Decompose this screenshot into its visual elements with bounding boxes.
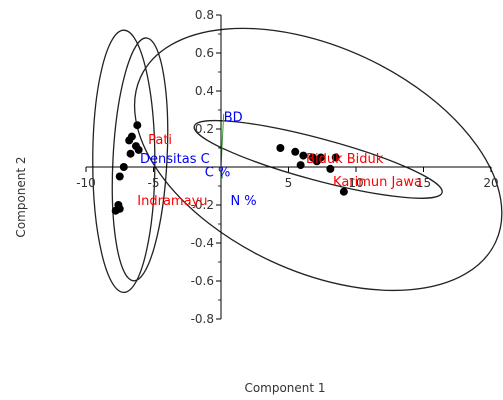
data-points: [111, 121, 348, 215]
y-tick-label: 0.4: [195, 84, 214, 98]
x-tick-label: -5: [148, 176, 160, 190]
point-label: Pati: [148, 133, 172, 148]
point-label: Densitas C: [140, 152, 210, 167]
axes: -10 -5 5 10 15 20 0.8 0.6 0.4 0.2 -0.2 -0.4 -0.6 -0.8: [76, 8, 498, 326]
y-axis-title: Component 2: [14, 156, 28, 238]
y-tick-label: -0.6: [191, 274, 214, 288]
data-point: [119, 163, 128, 171]
data-point: [276, 144, 285, 152]
data-point: [115, 172, 124, 181]
data-point: [296, 161, 305, 170]
x-axis-title: Component 1: [244, 381, 326, 395]
ellipse-1: [111, 37, 169, 282]
data-point: [299, 151, 308, 160]
data-point: [134, 145, 143, 154]
y-tick-label: -0.2: [191, 198, 214, 212]
data-point: [291, 147, 300, 156]
ellipse-2: [133, 27, 503, 292]
x-tick-label: 15: [416, 176, 431, 190]
data-point: [339, 187, 348, 196]
point-label: C %: [205, 166, 231, 181]
point-label: N %: [230, 194, 256, 209]
ellipse-3: [193, 119, 443, 199]
data-point: [126, 149, 135, 158]
point-labels: Pati Densitas CC % Indramayu N % BD Biduk Bid…: [137, 110, 422, 209]
data-point: [115, 204, 124, 213]
point-label: Biduk Biduk: [306, 152, 384, 167]
y-tick-label: 0.2: [195, 122, 214, 136]
y-tick-label: 0.8: [195, 8, 214, 22]
point-label: Indramayu: [137, 194, 207, 209]
point-label: Karimun Jawa: [333, 175, 422, 190]
x-tick-label: 20: [483, 176, 498, 190]
y-tick-label: -0.4: [191, 236, 214, 250]
data-point: [125, 136, 134, 145]
point-label: BD: [224, 110, 243, 125]
data-point: [326, 164, 335, 173]
y-tick-label: 0.6: [195, 46, 214, 60]
x-tick-label: -10: [76, 176, 96, 190]
data-point: [312, 157, 321, 166]
ellipse-0: [92, 29, 156, 294]
confidence-ellipses: [92, 27, 503, 294]
data-point: [133, 121, 142, 130]
y-tick-label: -0.8: [191, 312, 214, 326]
x-tick-label: 10: [348, 176, 363, 190]
data-point: [331, 153, 340, 162]
x-tick-label: 5: [285, 176, 293, 190]
